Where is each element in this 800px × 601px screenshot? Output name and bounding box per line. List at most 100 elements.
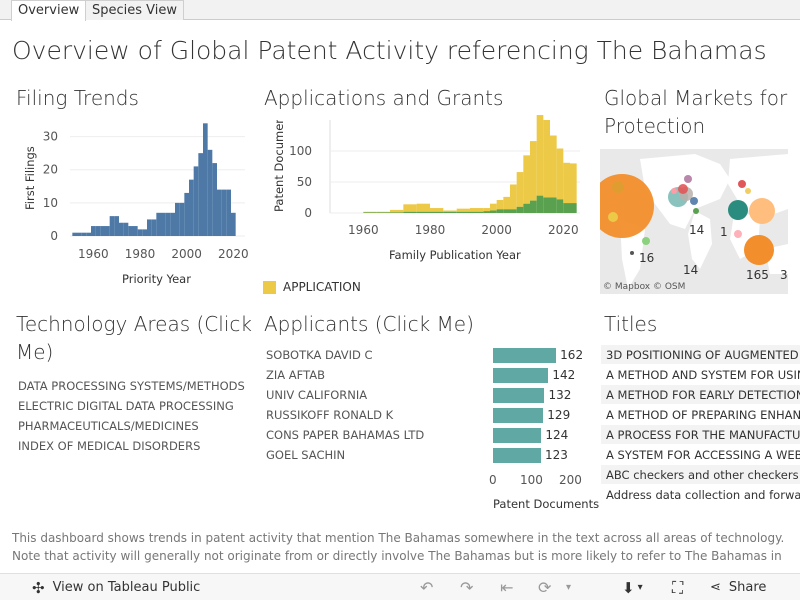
grant-bar <box>416 211 430 213</box>
application-bar <box>530 141 537 201</box>
view-on-tableau-link[interactable]: ✣ View on Tableau Public <box>32 574 200 601</box>
filing-bar <box>142 229 147 236</box>
tab-overview[interactable]: Overview <box>11 0 87 21</box>
applicant-label[interactable]: UNIV CALIFORNIA <box>266 388 368 402</box>
x-tick-label: 1960 <box>348 223 379 237</box>
dashboard-title: Overview of Global Patent Activity refer… <box>12 36 767 65</box>
filing-bar <box>179 202 185 236</box>
filing-bar <box>151 219 157 236</box>
title-item[interactable]: ABC checkers and other checkers <box>601 465 800 485</box>
application-bar <box>496 199 504 210</box>
titles-title: Titles <box>604 312 658 336</box>
filing-bar <box>212 163 217 236</box>
applicant-bar[interactable] <box>493 388 545 403</box>
title-item[interactable]: Address data collection and forwarding <box>601 485 800 505</box>
applicant-value: 132 <box>548 388 572 402</box>
filing-bar <box>81 232 87 236</box>
filing-bar <box>221 189 227 236</box>
download-icon[interactable]: ⬇ ▾ <box>622 578 643 597</box>
x-tick-label: 2000 <box>481 223 512 237</box>
map-bubble <box>612 181 624 193</box>
filing-bar <box>231 212 236 236</box>
filing-bar <box>133 226 138 236</box>
technology-area-item[interactable]: ELECTRIC DIGITAL DATA PROCESSING <box>18 399 234 413</box>
applicant-label[interactable]: GOEL SACHIN <box>266 448 346 462</box>
x-tick-label: 200 <box>559 473 582 487</box>
y-tick-label: 50 <box>297 175 312 189</box>
grant-bar <box>550 197 557 213</box>
title-item[interactable]: 3D POSITIONING OF AUGMENTED REALITY <box>601 345 800 365</box>
filing-bar <box>189 179 194 236</box>
filing-bar <box>156 212 161 236</box>
grant-bar <box>543 197 550 213</box>
applicant-bar[interactable] <box>493 428 542 443</box>
applicant-bar[interactable] <box>493 408 544 423</box>
grant-bar <box>390 212 404 213</box>
map-svg <box>600 154 788 289</box>
map-bubble <box>734 230 742 238</box>
map-label: 14 <box>683 263 699 277</box>
filing-bar <box>161 212 166 236</box>
applications-grants-xlabel: Family Publication Year <box>389 248 521 262</box>
grant-bar <box>510 209 517 213</box>
applicant-label[interactable]: CONS PAPER BAHAMAS LTD <box>266 428 425 442</box>
applicant-bar[interactable] <box>493 368 549 383</box>
grant-bar <box>570 203 577 213</box>
chevron-down-icon[interactable]: ▾ <box>566 582 572 593</box>
filing-bar <box>198 153 203 236</box>
filing-bar <box>165 212 171 236</box>
filing-bar <box>217 189 222 236</box>
title-item[interactable]: A METHOD FOR EARLY DETECTION <box>601 385 800 405</box>
grant-bar <box>430 211 444 213</box>
grant-bar <box>563 203 570 213</box>
y-tick-label: 0 <box>304 206 312 220</box>
application-bar <box>470 208 484 212</box>
grant-bar <box>516 206 524 213</box>
applications-grants-chart[interactable]: 0 50 100 1960 1980 2000 2020 <box>260 110 590 290</box>
grant-bar <box>496 209 504 213</box>
grant-bar <box>376 212 390 213</box>
technology-area-item[interactable]: INDEX OF MEDICAL DISORDERS <box>18 439 201 453</box>
applicant-value: 123 <box>544 448 568 462</box>
x-tick-label: 2000 <box>171 247 202 261</box>
applicant-bar[interactable] <box>493 348 557 363</box>
map-label: 1 <box>720 225 728 239</box>
filing-bar <box>203 123 208 236</box>
chart-legend[interactable]: APPLICATION <box>263 280 361 294</box>
applicant-label[interactable]: SOBOTKA DAVID C <box>266 348 373 362</box>
global-markets-map[interactable]: 14 1 16 14 165 3 © Mapbox © OSM <box>600 149 788 294</box>
application-bar <box>510 184 517 210</box>
revert-icon[interactable]: ⇤ <box>500 578 514 597</box>
applicant-label[interactable]: ZIA AFTAB <box>266 368 325 382</box>
x-tick-label: 1980 <box>415 223 446 237</box>
redo-icon[interactable]: ↷ <box>460 578 474 597</box>
title-item[interactable]: A PROCESS FOR THE MANUFACTURE <box>601 425 800 445</box>
share-icon: ⋖ <box>710 580 721 595</box>
grant-bar <box>556 199 564 213</box>
application-bar <box>490 203 497 211</box>
refresh-icon[interactable]: ⟳ <box>538 578 552 597</box>
application-bar <box>430 208 444 212</box>
fullscreen-icon[interactable]: ⛶ <box>672 577 684 597</box>
title-item[interactable]: A METHOD AND SYSTEM FOR USING <box>601 365 800 385</box>
dashboard-description: This dashboard shows trends in patent ac… <box>12 531 785 563</box>
share-button[interactable]: ⋖ Share <box>710 574 766 601</box>
applicant-label[interactable]: RUSSIKOFF RONALD K <box>266 408 394 422</box>
tab-species-view[interactable]: Species View <box>85 0 185 20</box>
application-bar <box>556 148 564 200</box>
undo-icon[interactable]: ↶ <box>420 578 434 597</box>
applicant-value: 142 <box>552 368 576 382</box>
grant-bar <box>403 211 417 213</box>
technology-area-item[interactable]: DATA PROCESSING SYSTEMS/METHODS <box>18 379 245 393</box>
title-item[interactable]: A SYSTEM FOR ACCESSING A WEB <box>601 445 800 465</box>
map-bubble <box>693 208 699 214</box>
title-item[interactable]: A METHOD OF PREPARING ENHANCED <box>601 405 800 425</box>
map-label: 14 <box>689 223 705 237</box>
application-bar <box>563 162 570 204</box>
technology-areas-list: DATA PROCESSING SYSTEMS/METHODS ELECTRIC… <box>18 376 245 456</box>
technology-area-item[interactable]: PHARMACEUTICALS/MEDICINES <box>18 419 199 433</box>
grant-bar <box>503 209 510 213</box>
filing-trends-chart[interactable]: 0 10 20 30 1960 1980 2000 2020 <box>0 110 260 290</box>
filing-bar <box>123 222 129 236</box>
applicant-bar[interactable] <box>493 448 541 463</box>
